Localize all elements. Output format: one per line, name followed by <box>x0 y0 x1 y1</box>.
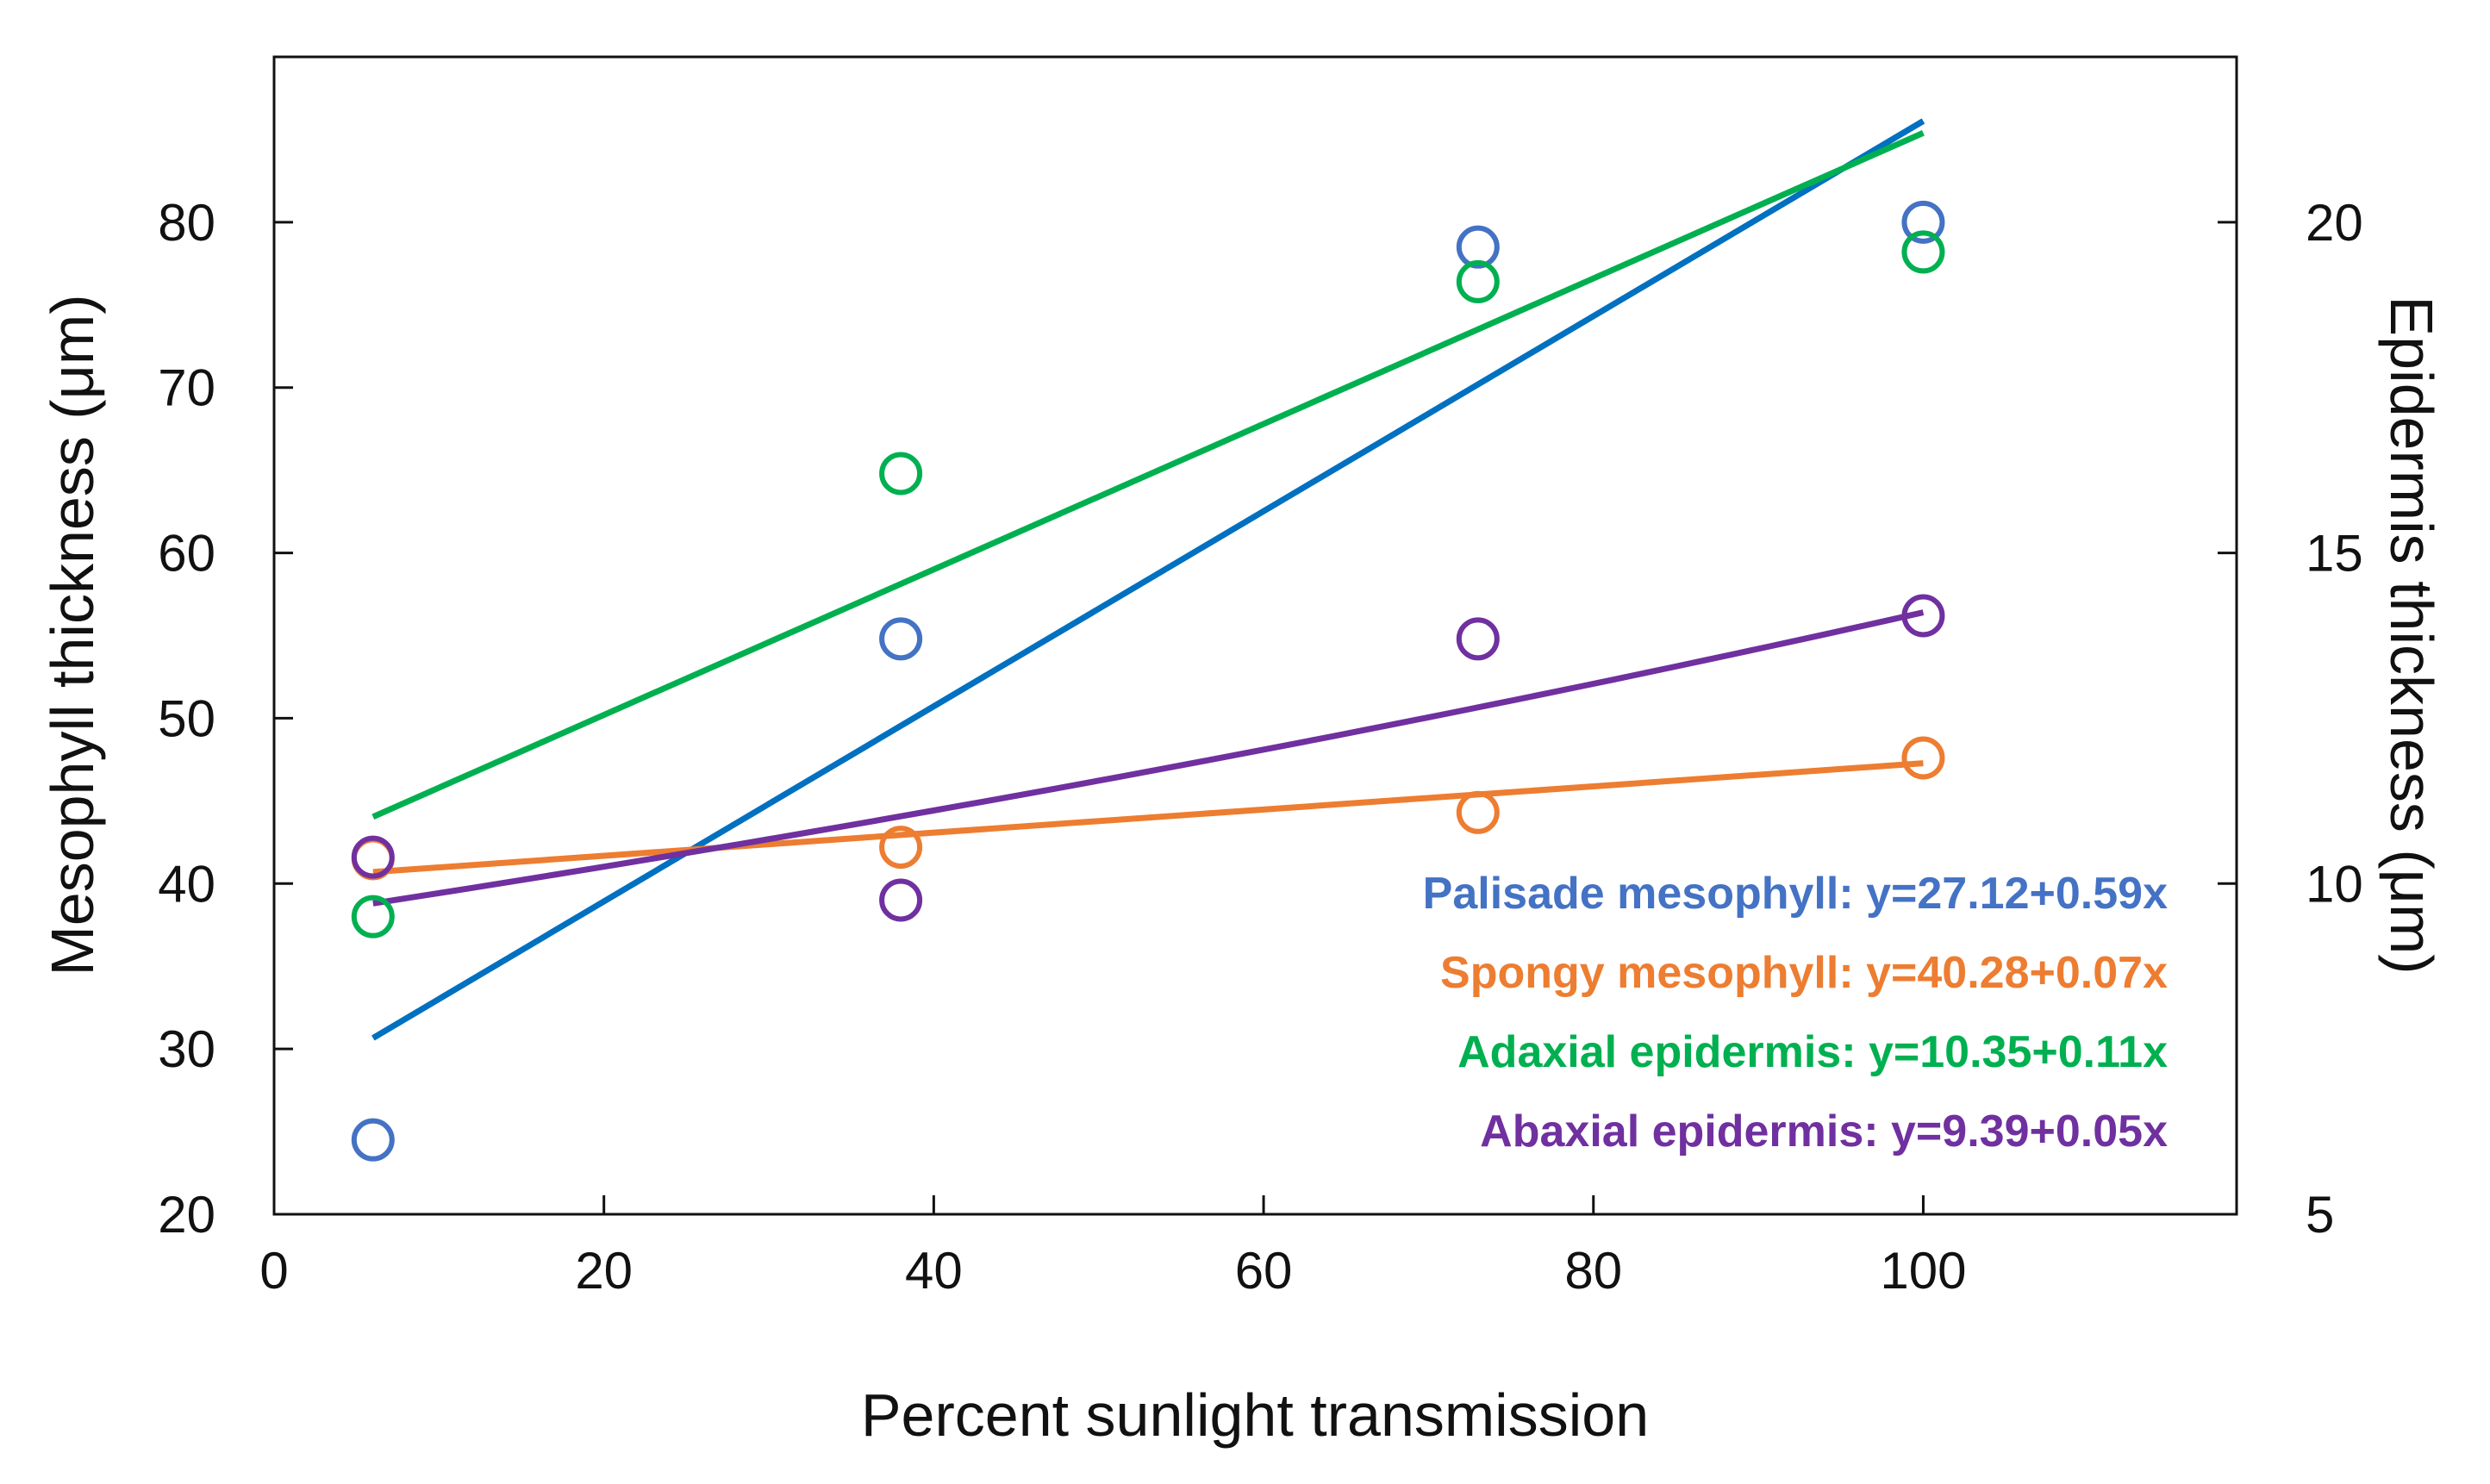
equation-spongy-mesophyll: Spongy mesophyll: y=40.28+0.07x <box>1440 948 2168 998</box>
y-left-tick-label: 30 <box>158 1020 215 1078</box>
point-palisade-mesophyll <box>1456 225 1500 269</box>
x-tick-label: 80 <box>1564 1242 1622 1300</box>
fit-lines <box>371 118 1925 1041</box>
fit-line-abaxial-epidermis <box>372 609 1925 907</box>
fit-line-spongy-mesophyll <box>372 760 1924 876</box>
point-abaxial-epidermis <box>879 878 923 922</box>
point-spongy-mesophyll <box>879 826 923 870</box>
y-right-tick-label: 20 <box>2306 194 2363 252</box>
y-axis-right-title: Epidermis thickness (μm) <box>2378 296 2445 974</box>
y-right-tick-label: 10 <box>2306 855 2363 913</box>
fit-line-palisade-mesophyll <box>371 118 1925 1041</box>
x-tick-label: 100 <box>1880 1242 1966 1300</box>
point-palisade-mesophyll <box>879 617 923 661</box>
point-abaxial-epidermis <box>351 835 395 879</box>
equation-palisade-mesophyll: Palisade mesophyll: y=27.12+0.59x <box>1423 869 2168 919</box>
x-tick-label: 60 <box>1235 1242 1293 1300</box>
y-left-tick-label: 50 <box>158 689 215 747</box>
point-abaxial-epidermis <box>1901 594 1945 638</box>
x-tick-label: 20 <box>575 1242 633 1300</box>
y-left-tick-label: 70 <box>158 359 215 417</box>
y-right-tick-label: 15 <box>2306 525 2363 583</box>
y-axis-left-title: Mesophyll thickness (μm) <box>39 294 106 976</box>
point-palisade-mesophyll <box>1901 200 1945 244</box>
y-left-tick-label: 60 <box>158 525 215 583</box>
point-spongy-mesophyll <box>1901 736 1945 780</box>
x-tick-label: 0 <box>259 1242 288 1300</box>
y-left-tick-label: 20 <box>158 1186 215 1244</box>
point-adaxial-epidermis <box>1456 259 1500 303</box>
data-points <box>351 200 1945 1162</box>
equation-adaxial-epidermis: Adaxial epidermis: y=10.35+0.11x <box>1457 1027 2168 1077</box>
point-spongy-mesophyll <box>1456 790 1500 834</box>
y-right-tick-label: 5 <box>2306 1186 2334 1244</box>
point-adaxial-epidermis <box>879 452 923 496</box>
axis-ticks: 0 20 40 60 80 100 20 30 40 50 60 70 80 5 10 15 20 <box>158 194 2363 1300</box>
x-tick-label: 40 <box>905 1242 963 1300</box>
y-left-tick-label: 40 <box>158 855 215 913</box>
point-adaxial-epidermis <box>351 895 395 938</box>
point-adaxial-epidermis <box>1901 230 1945 274</box>
point-abaxial-epidermis <box>1456 617 1500 661</box>
x-axis-title: Percent sunlight transmission <box>861 1381 1649 1449</box>
plot-frame <box>272 55 2238 1216</box>
y-left-tick-label: 80 <box>158 194 215 252</box>
equation-abaxial-epidermis: Abaxial epidermis: y=9.39+0.05x <box>1480 1107 2168 1157</box>
fit-line-adaxial-epidermis <box>371 130 1925 820</box>
point-palisade-mesophyll <box>351 1118 395 1162</box>
